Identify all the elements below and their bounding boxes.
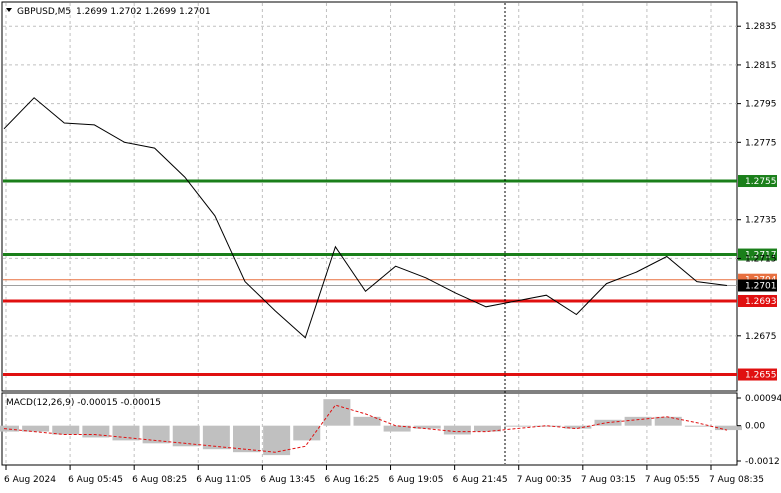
macd-bar bbox=[443, 425, 471, 435]
x-tick-label: 7 Aug 05:55 bbox=[645, 475, 700, 485]
level-label-box bbox=[738, 248, 777, 261]
macd-bar bbox=[504, 425, 532, 427]
macd-bar bbox=[353, 416, 381, 426]
macd-bar bbox=[624, 416, 652, 426]
macd-bar bbox=[564, 425, 592, 429]
macd-bar bbox=[263, 425, 291, 456]
level-label: 1.2693 bbox=[745, 297, 777, 307]
level-label-box bbox=[738, 175, 777, 188]
x-tick-label: 7 Aug 08:35 bbox=[709, 475, 764, 485]
price-series-line bbox=[3, 97, 728, 339]
macd-bar bbox=[202, 425, 230, 450]
macd-bar bbox=[383, 425, 411, 432]
ohlc-values: 1.2699 1.2702 1.2699 1.2701 bbox=[76, 7, 211, 17]
macd-bar bbox=[413, 425, 441, 429]
y-tick-label: 1.2715 bbox=[745, 254, 777, 264]
symbol-menu-icon[interactable] bbox=[6, 8, 12, 12]
macd-bar bbox=[142, 425, 170, 444]
level-label: 1.2717 bbox=[745, 251, 777, 261]
macd-bar bbox=[293, 425, 321, 441]
macd-bar bbox=[715, 425, 742, 431]
y-tick-label: 1.2795 bbox=[745, 100, 777, 110]
symbol-label: GBPUSD,M5 bbox=[17, 7, 71, 17]
macd-bar bbox=[52, 425, 80, 435]
macd-label: MACD(12,26,9) -0.00015 -0.00015 bbox=[6, 398, 161, 408]
macd-bar bbox=[474, 425, 501, 432]
x-tick-label: 7 Aug 00:35 bbox=[517, 475, 572, 485]
y-tick-label: 1.2815 bbox=[745, 61, 777, 71]
x-tick-label: 6 Aug 16:25 bbox=[324, 475, 379, 485]
x-tick-label: 6 Aug 08:25 bbox=[132, 475, 187, 485]
macd-signal-line bbox=[3, 404, 728, 453]
macd-tick-label: -0.0012 bbox=[745, 457, 780, 467]
x-tick-label: 6 Aug 05:45 bbox=[68, 475, 123, 485]
y-tick-label: 1.2775 bbox=[745, 138, 777, 148]
macd-bar bbox=[22, 425, 50, 432]
macd-bar bbox=[172, 425, 200, 447]
current-price-box bbox=[738, 279, 777, 292]
level-label: 1.2655 bbox=[745, 371, 777, 381]
x-tick-label: 6 Aug 11:05 bbox=[196, 475, 251, 485]
level-label-box bbox=[738, 368, 777, 381]
macd-bar bbox=[654, 416, 682, 426]
x-tick-label: 6 Aug 19:05 bbox=[389, 475, 444, 485]
main-pane bbox=[1, 1, 738, 392]
macd-tick-label: 0.00094 bbox=[745, 394, 781, 404]
x-tick-label: 6 Aug 2024 bbox=[4, 475, 56, 485]
x-tick-label: 6 Aug 21:45 bbox=[453, 475, 508, 485]
macd-tick-label: 0.00 bbox=[745, 422, 765, 432]
level-label-box bbox=[738, 294, 777, 307]
macd-bar bbox=[82, 425, 110, 438]
x-tick-label: 6 Aug 13:45 bbox=[260, 475, 315, 485]
time-axis: 6 Aug 2024 6 Aug 05:45 6 Aug 08:25 6 Aug 11… bbox=[4, 465, 764, 485]
level-label: 1.2755 bbox=[745, 177, 777, 187]
price-axis: 1.2835 1.2815 1.2795 1.2775 1.2735 1.2715 1.26… bbox=[737, 22, 781, 467]
price-line bbox=[3, 97, 728, 339]
macd-bar bbox=[233, 425, 260, 453]
grid-lines bbox=[3, 3, 737, 464]
macd-bar bbox=[0, 425, 19, 432]
current-price-label: 1.2701 bbox=[745, 282, 777, 292]
x-tick-label: 7 Aug 03:15 bbox=[581, 475, 636, 485]
macd-bar bbox=[684, 425, 712, 427]
macd-histogram bbox=[0, 399, 742, 456]
y-tick-label: 1.2835 bbox=[745, 22, 777, 32]
y-tick-label: 1.2675 bbox=[745, 332, 777, 342]
y-tick-label: 1.2735 bbox=[745, 216, 777, 226]
macd-bar bbox=[323, 399, 351, 426]
